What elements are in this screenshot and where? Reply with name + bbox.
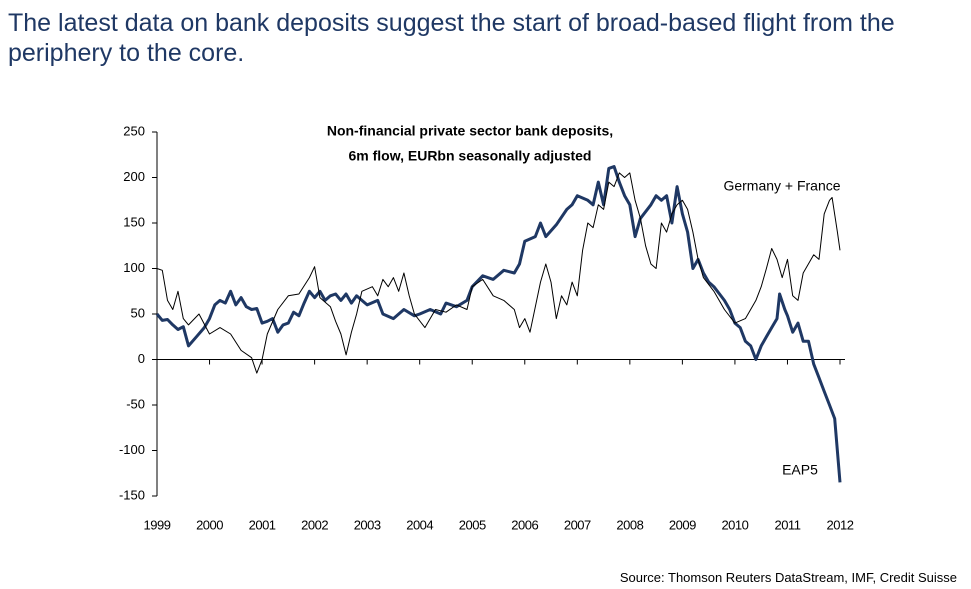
- series-label: EAP5: [782, 462, 818, 478]
- series-line: [155, 165, 842, 483]
- chart-subtitle: 6m flow, EURbn seasonally adjusted: [349, 148, 592, 164]
- y-tick-label: 50: [131, 305, 145, 320]
- x-tick-label: 2006: [511, 517, 538, 532]
- x-tick-label: 2005: [459, 517, 486, 532]
- x-tick-label: 2011: [774, 517, 800, 532]
- source: Source: Thomson Reuters DataStream, IMF,…: [619, 570, 957, 585]
- y-tick-label: -100: [119, 442, 145, 457]
- x-tick-label: 2009: [669, 517, 696, 532]
- y-tick-label: 200: [123, 169, 145, 184]
- x-tick-label: 1999: [144, 517, 171, 532]
- y-tick-label: -150: [119, 487, 145, 502]
- x-tick-label: 2002: [301, 517, 328, 532]
- series-line: [156, 172, 841, 374]
- y-tick-label: 250: [123, 123, 145, 138]
- y-tick-label: -50: [126, 396, 145, 411]
- headline: The latest data on bank deposits suggest…: [8, 9, 895, 67]
- x-tick-label: 2008: [616, 517, 643, 532]
- chart-title: Non-financial private sector bank deposi…: [327, 123, 613, 139]
- y-tick-label: 0: [138, 351, 145, 366]
- x-tick-label: 2012: [827, 517, 854, 532]
- series-label: Germany + France: [723, 178, 840, 194]
- y-tick-label: 150: [123, 214, 145, 229]
- x-tick-label: 2007: [564, 517, 591, 532]
- x-tick-label: 2000: [196, 517, 223, 532]
- x-tick-label: 2003: [354, 517, 381, 532]
- x-tick-label: 2004: [406, 517, 433, 532]
- x-tick-label: 2010: [721, 517, 748, 532]
- y-tick-label: 100: [123, 260, 145, 275]
- x-tick-label: 2001: [249, 517, 276, 532]
